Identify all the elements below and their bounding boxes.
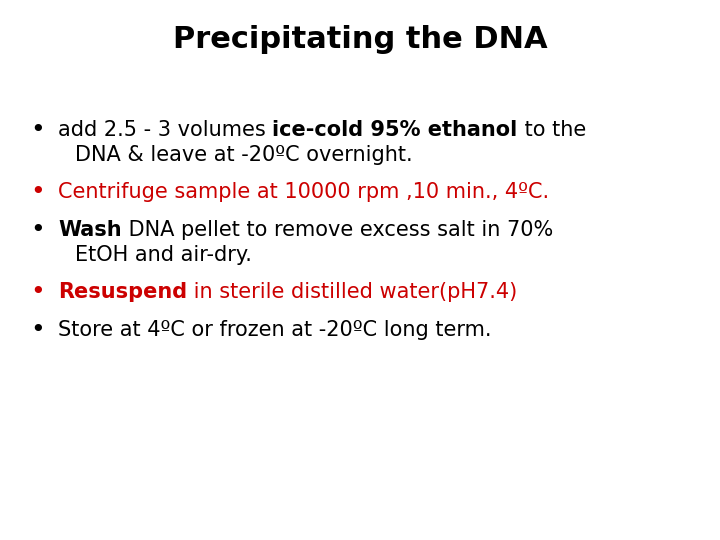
Text: Resuspend: Resuspend <box>58 282 187 302</box>
Text: •: • <box>31 180 45 204</box>
Text: •: • <box>31 318 45 342</box>
Text: EtOH and air-dry.: EtOH and air-dry. <box>75 245 252 265</box>
Text: in sterile distilled water(pH7.4): in sterile distilled water(pH7.4) <box>187 282 518 302</box>
Text: to the: to the <box>518 120 586 140</box>
Text: •: • <box>31 218 45 242</box>
Text: •: • <box>31 280 45 304</box>
Text: add 2.5 - 3 volumes: add 2.5 - 3 volumes <box>58 120 272 140</box>
Text: DNA & leave at -20ºC overnight.: DNA & leave at -20ºC overnight. <box>75 145 413 165</box>
Text: DNA pellet to remove excess salt in 70%: DNA pellet to remove excess salt in 70% <box>122 220 553 240</box>
Text: Precipitating the DNA: Precipitating the DNA <box>173 25 547 55</box>
Text: •: • <box>31 118 45 142</box>
Text: Centrifuge sample at 10000 rpm ,10 min., 4ºC.: Centrifuge sample at 10000 rpm ,10 min.,… <box>58 182 549 202</box>
Text: Wash: Wash <box>58 220 122 240</box>
Text: ice-cold 95% ethanol: ice-cold 95% ethanol <box>272 120 518 140</box>
Text: Store at 4ºC or frozen at -20ºC long term.: Store at 4ºC or frozen at -20ºC long ter… <box>58 320 492 340</box>
